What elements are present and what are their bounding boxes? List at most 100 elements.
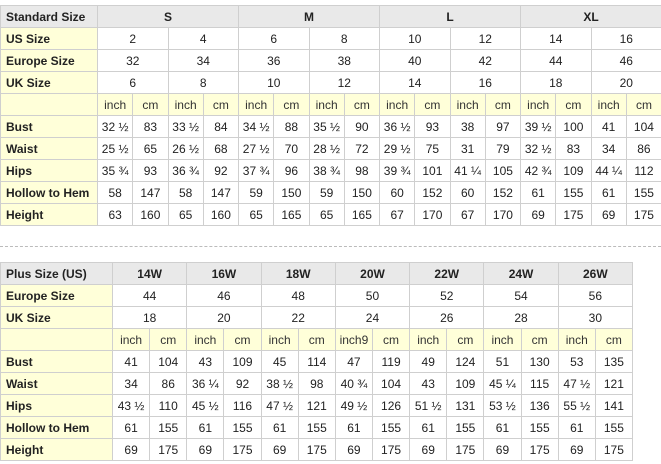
measure-cell: 70	[273, 137, 310, 160]
standard-size-table: Standard Size S M L XL US Size 2 4 6 8 10 12 14 16 Eur…	[0, 5, 661, 226]
measure-cell: 175	[555, 203, 592, 226]
size-header: L	[379, 5, 522, 28]
size-cell: 20	[590, 71, 661, 94]
measure-cell: 155	[594, 416, 633, 439]
measure-cell: 36 ½	[379, 115, 416, 138]
measure-cell: 93	[414, 115, 451, 138]
unit-cell: cm	[446, 328, 485, 351]
row-label: Waist	[0, 137, 98, 160]
row-label: Europe Size	[0, 49, 98, 72]
measure-cell: 43	[186, 350, 225, 373]
measure-cell: 49	[409, 350, 448, 373]
measure-cell: 39 ¾	[379, 159, 416, 182]
unit-cell: cm	[223, 328, 262, 351]
measure-cell: 69	[557, 438, 596, 461]
measure-cell: 109	[555, 159, 592, 182]
measure-cell: 165	[343, 203, 381, 226]
unit-cell: cm	[149, 328, 188, 351]
measure-cell: 155	[223, 416, 262, 439]
measure-cell: 114	[297, 350, 336, 373]
measure-cell: 65	[238, 203, 275, 226]
measure-cell: 175	[446, 438, 485, 461]
header-row: Standard Size S M L XL	[0, 5, 661, 28]
unit-cell: cm	[414, 93, 451, 116]
measure-cell: 152	[484, 181, 522, 204]
size-cell: 42	[449, 49, 522, 72]
measure-cell: 155	[446, 416, 485, 439]
measure-cell: 175	[149, 438, 188, 461]
size-cell: 16	[449, 71, 522, 94]
size-cell: 6	[238, 27, 310, 50]
measure-cell: 130	[520, 350, 559, 373]
measure-cell: 69	[483, 438, 522, 461]
measure-cell: 60	[379, 181, 416, 204]
unit-cell: cm	[202, 93, 240, 116]
size-cell: 56	[557, 284, 633, 307]
measure-cell: 41	[111, 350, 151, 373]
measure-cell: 45 ¼	[483, 372, 522, 395]
measure-cell: 160	[202, 203, 240, 226]
size-header: 22W	[409, 262, 485, 285]
size-row: Europe Size 44 46 48 50 52 54 56	[0, 284, 633, 307]
unit-cell: inch	[520, 93, 557, 116]
measure-cell: 68	[202, 137, 240, 160]
row-label: UK Size	[0, 306, 113, 329]
measure-cell: 175	[625, 203, 661, 226]
measure-cell: 36 ¼	[186, 372, 225, 395]
measure-cell: 98	[297, 372, 336, 395]
measure-row: Height 69 175 69 175 69 175 69 175 69 175 69 175 69 17…	[0, 438, 633, 461]
measure-cell: 38	[449, 115, 486, 138]
unit-cell: inch	[409, 328, 448, 351]
measure-cell: 109	[446, 372, 485, 395]
measure-cell: 175	[371, 438, 411, 461]
measure-cell: 155	[555, 181, 592, 204]
measure-cell: 59	[308, 181, 345, 204]
size-cell: 10	[379, 27, 451, 50]
size-cell: 44	[111, 284, 188, 307]
unit-cell: cm	[594, 328, 633, 351]
size-cell: 24	[334, 306, 411, 329]
measure-cell: 104	[625, 115, 661, 138]
measure-cell: 25 ½	[96, 137, 134, 160]
size-cell: 22	[260, 306, 336, 329]
size-cell: 6	[97, 71, 169, 94]
size-cell: 30	[557, 306, 633, 329]
size-cell: 20	[186, 306, 262, 329]
measure-cell: 35 ½	[308, 115, 345, 138]
measure-cell: 165	[273, 203, 310, 226]
row-label: Waist	[0, 372, 113, 395]
measure-cell: 53 ½	[483, 394, 522, 417]
measure-cell: 61	[409, 416, 448, 439]
measure-cell: 110	[149, 394, 188, 417]
separator	[0, 246, 661, 247]
measure-cell: 155	[625, 181, 661, 204]
measure-cell: 109	[223, 350, 262, 373]
measure-cell: 88	[273, 115, 310, 138]
measure-cell: 69	[590, 203, 627, 226]
measure-cell: 58	[96, 181, 134, 204]
measure-cell: 141	[594, 394, 633, 417]
measure-cell: 96	[273, 159, 310, 182]
size-row: US Size 2 4 6 8 10 12 14 16	[0, 27, 661, 50]
size-cell: 26	[409, 306, 485, 329]
measure-cell: 72	[343, 137, 381, 160]
measure-cell: 34	[111, 372, 151, 395]
measure-cell: 147	[202, 181, 240, 204]
measure-cell: 40 ¾	[334, 372, 373, 395]
measure-cell: 112	[625, 159, 661, 182]
measure-cell: 150	[343, 181, 381, 204]
measure-cell: 83	[132, 115, 169, 138]
header-label: Standard Size	[0, 5, 98, 28]
measure-cell: 155	[371, 416, 411, 439]
size-cell: 54	[483, 284, 559, 307]
size-cell: 12	[308, 71, 381, 94]
header-label: Plus Size (US)	[0, 262, 113, 285]
size-cell: 4	[167, 27, 240, 50]
measure-cell: 51	[483, 350, 522, 373]
measure-cell: 61	[111, 416, 151, 439]
size-row: UK Size 18 20 22 24 26 28 30	[0, 306, 633, 329]
row-label: Height	[0, 203, 98, 226]
size-cell: 50	[334, 284, 411, 307]
size-header: 24W	[483, 262, 559, 285]
unit-cell: cm	[297, 328, 336, 351]
